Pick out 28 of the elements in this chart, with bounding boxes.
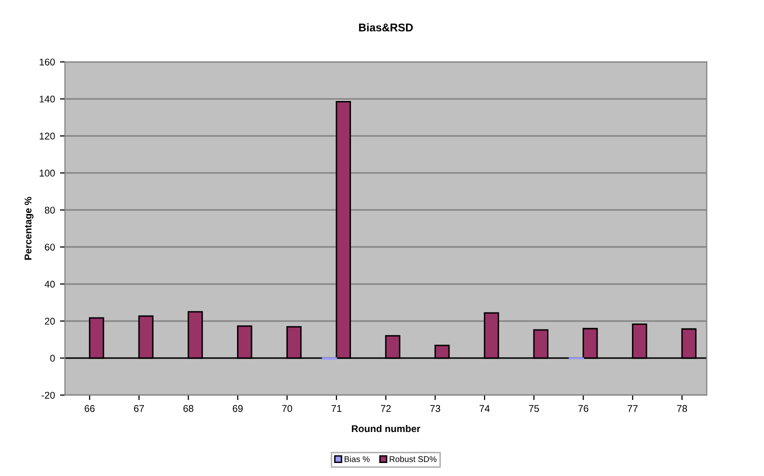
x-tick-label: 72 [380, 405, 391, 412]
y-tick-label: 20 [44, 318, 55, 325]
y-tick-label: 100 [40, 170, 55, 177]
x-tick-label: 67 [134, 405, 144, 412]
x-tick-label: 78 [677, 405, 687, 412]
x-tick-label: 71 [332, 405, 342, 412]
legend-label: Robust SD% [390, 456, 437, 462]
x-tick-label: 76 [578, 405, 588, 412]
y-tick-label: 80 [44, 206, 55, 214]
x-tick-label: 74 [480, 405, 490, 412]
x-tick-label: 69 [232, 405, 243, 412]
x-tick-label: 66 [84, 405, 95, 412]
y-axis-title: Percentage % [24, 196, 34, 260]
y-tick-label: 140 [40, 96, 55, 103]
x-tick-label: 73 [430, 405, 440, 412]
x-tick-label: 68 [183, 405, 194, 412]
x-tick-label: 75 [529, 405, 539, 412]
y-tick-label: 0 [50, 354, 55, 362]
y-tick-label: 60 [44, 244, 55, 251]
x-tick-label: 70 [282, 405, 292, 412]
chart-title: Bias&RSD [359, 23, 413, 32]
legend-label: Bias % [344, 456, 370, 462]
y-tick-label: -20 [42, 392, 55, 399]
y-tick-label: 120 [40, 132, 55, 140]
y-tick-label: 40 [44, 280, 55, 288]
x-tick-label: 77 [628, 405, 638, 412]
x-axis-title: Round number [352, 424, 420, 432]
y-tick-label: 160 [40, 58, 55, 66]
